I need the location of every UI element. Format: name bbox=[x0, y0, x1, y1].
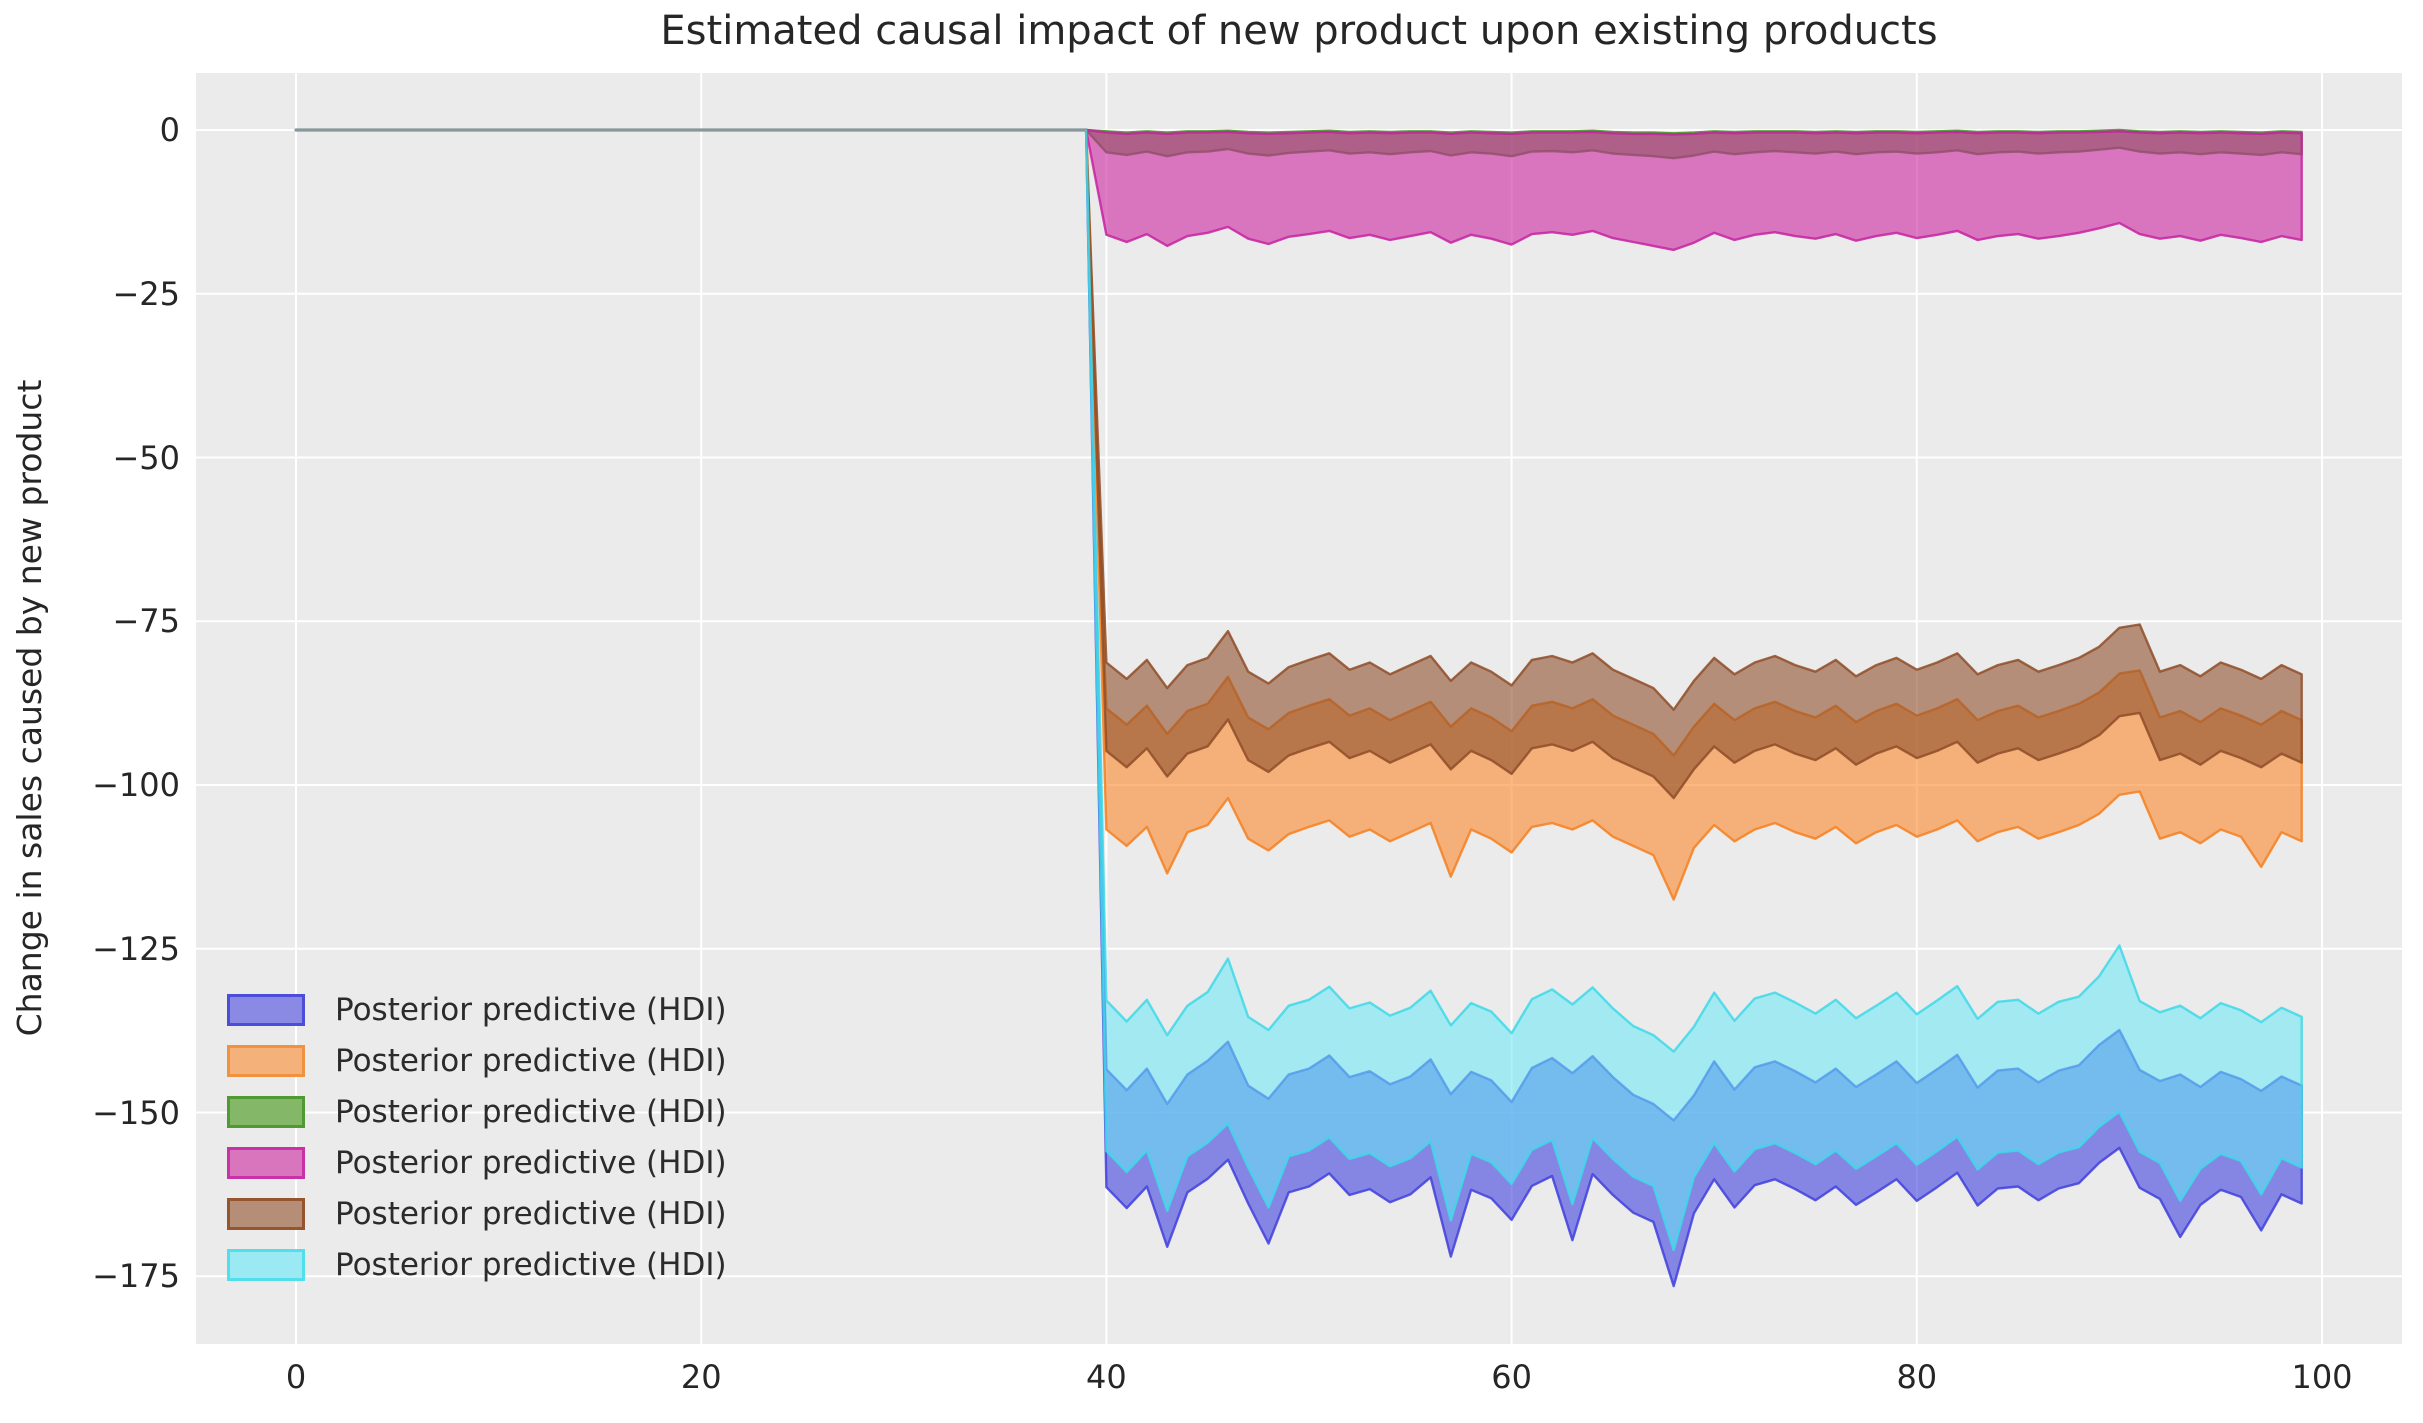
y-tick-label: −100 bbox=[92, 766, 180, 804]
legend-item: Posterior predictive (HDI) bbox=[227, 1247, 727, 1283]
y-axis-label: Change in sales caused by new product bbox=[10, 379, 49, 1037]
x-tick-label: 40 bbox=[1086, 1358, 1127, 1396]
x-tick-label: 100 bbox=[2291, 1358, 2353, 1396]
legend-label: Posterior predictive (HDI) bbox=[335, 992, 727, 1028]
legend: Posterior predictive (HDI) Posterior pre… bbox=[227, 992, 727, 1299]
legend-label: Posterior predictive (HDI) bbox=[335, 1145, 727, 1181]
legend-swatch-pink-icon bbox=[227, 1147, 305, 1179]
hdi-band-pink bbox=[1084, 128, 2303, 252]
y-tick-label: 0 bbox=[159, 111, 180, 149]
x-tick-label: 60 bbox=[1491, 1358, 1532, 1396]
x-tick-label: 80 bbox=[1896, 1358, 1938, 1396]
legend-item: Posterior predictive (HDI) bbox=[227, 992, 727, 1028]
legend-label: Posterior predictive (HDI) bbox=[335, 1247, 727, 1283]
y-tick-label: −25 bbox=[112, 274, 180, 313]
x-tick-label: 20 bbox=[680, 1358, 722, 1396]
legend-label: Posterior predictive (HDI) bbox=[335, 1043, 727, 1079]
y-tick-label: −125 bbox=[92, 929, 180, 968]
hdi-band-brown bbox=[1084, 128, 2303, 800]
legend-swatch-orange-icon bbox=[227, 1045, 305, 1077]
chart-title: Estimated causal impact of new product u… bbox=[660, 8, 1938, 54]
y-tick-label: −50 bbox=[112, 438, 180, 477]
legend-label: Posterior predictive (HDI) bbox=[335, 1094, 727, 1130]
legend-item: Posterior predictive (HDI) bbox=[227, 1196, 727, 1232]
hdi-band-cyan bbox=[1084, 128, 2303, 1252]
legend-item: Posterior predictive (HDI) bbox=[227, 1145, 727, 1181]
legend-item: Posterior predictive (HDI) bbox=[227, 1043, 727, 1079]
legend-swatch-blue-icon bbox=[227, 994, 305, 1026]
y-tick-label: −75 bbox=[112, 602, 180, 641]
legend-swatch-brown-icon bbox=[227, 1198, 305, 1230]
y-tick-label: −150 bbox=[92, 1093, 180, 1132]
x-tick-label: 0 bbox=[285, 1358, 307, 1396]
legend-label: Posterior predictive (HDI) bbox=[335, 1196, 727, 1232]
legend-item: Posterior predictive (HDI) bbox=[227, 1094, 727, 1130]
legend-swatch-green-icon bbox=[227, 1096, 305, 1128]
y-tick-label: −175 bbox=[92, 1257, 180, 1296]
legend-swatch-cyan-icon bbox=[227, 1249, 305, 1281]
